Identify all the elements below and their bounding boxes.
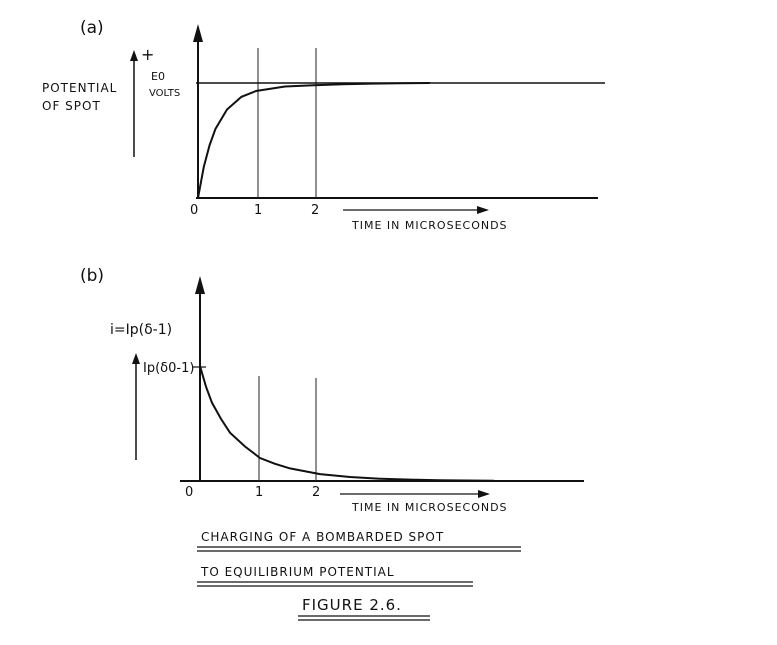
chart-a-x-tick-0: 0 [190, 203, 198, 218]
chart-b-ylabel: i=Ip(δ-1) [110, 322, 172, 338]
chart-a-asymptote-label-line1: E0 [151, 70, 165, 83]
caption-line-1: CHARGING OF A BOMBARDED SPOT [201, 530, 444, 544]
chart-a-ylabel-line2: OF SPOT [42, 99, 101, 113]
chart-a-x-tick-1: 1 [254, 203, 262, 218]
chart-b-start-label: Ip(δ0-1) [143, 361, 194, 376]
chart-a: (a) + POTENTIAL OF SPOT E0 VOLTS 0 1 2 T… [42, 18, 605, 232]
chart-a-xlabel: TIME IN MICROSECONDS [351, 219, 508, 232]
chart-b-xlabel: TIME IN MICROSECONDS [351, 501, 508, 514]
chart-a-asymptote-label-line2: VOLTS [149, 88, 180, 99]
chart-b-ylabel-arrow-head [132, 353, 140, 364]
chart-a-y-axis-arrow [193, 24, 203, 42]
chart-b-x-tick-2: 2 [312, 485, 320, 500]
chart-a-series-line [197, 82, 430, 199]
chart-b-x-tick-1: 1 [255, 485, 263, 500]
chart-b-y-axis-arrow [195, 276, 205, 294]
caption-line-2: TO EQUILIBRIUM POTENTIAL [200, 565, 395, 579]
chart-b-x-tick-0: 0 [185, 485, 193, 500]
chart-a-x-tick-2: 2 [311, 203, 319, 218]
panel-a-label: (a) [80, 18, 104, 38]
chart-a-ylabel-line1: POTENTIAL [42, 81, 117, 95]
chart-b-time-arrow-head [478, 490, 490, 498]
chart-a-time-arrow-head [477, 206, 489, 214]
chart-b-series-line [199, 365, 495, 482]
chart-a-ylabel-arrow-head [130, 50, 138, 61]
chart-a-y-sign: + [141, 45, 154, 64]
chart-b: (b) i=Ip(δ-1) Ip(δ0-1) 0 1 2 TIME IN MIC… [80, 266, 584, 514]
caption-figure-label: FIGURE 2.6. [302, 596, 402, 614]
panel-b-label: (b) [80, 266, 104, 286]
figure-caption: CHARGING OF A BOMBARDED SPOT TO EQUILIBR… [197, 530, 521, 621]
